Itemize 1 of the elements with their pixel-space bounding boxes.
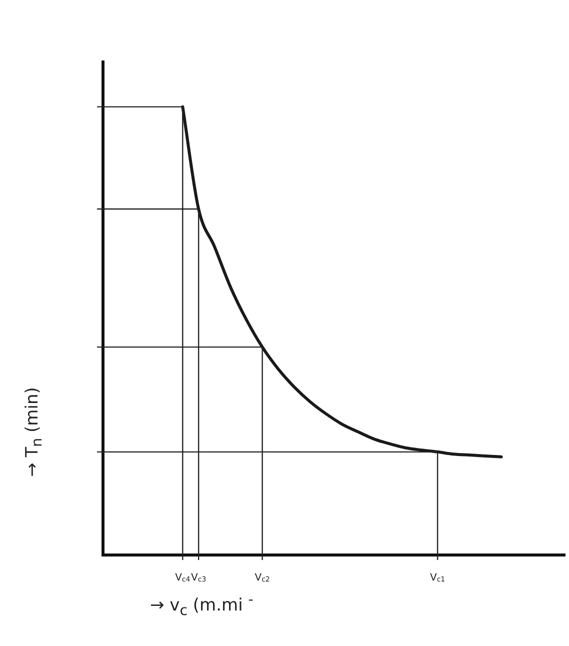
- x-axis-title: → v$_{c}$ (m.mi $^{-}$: [150, 592, 254, 620]
